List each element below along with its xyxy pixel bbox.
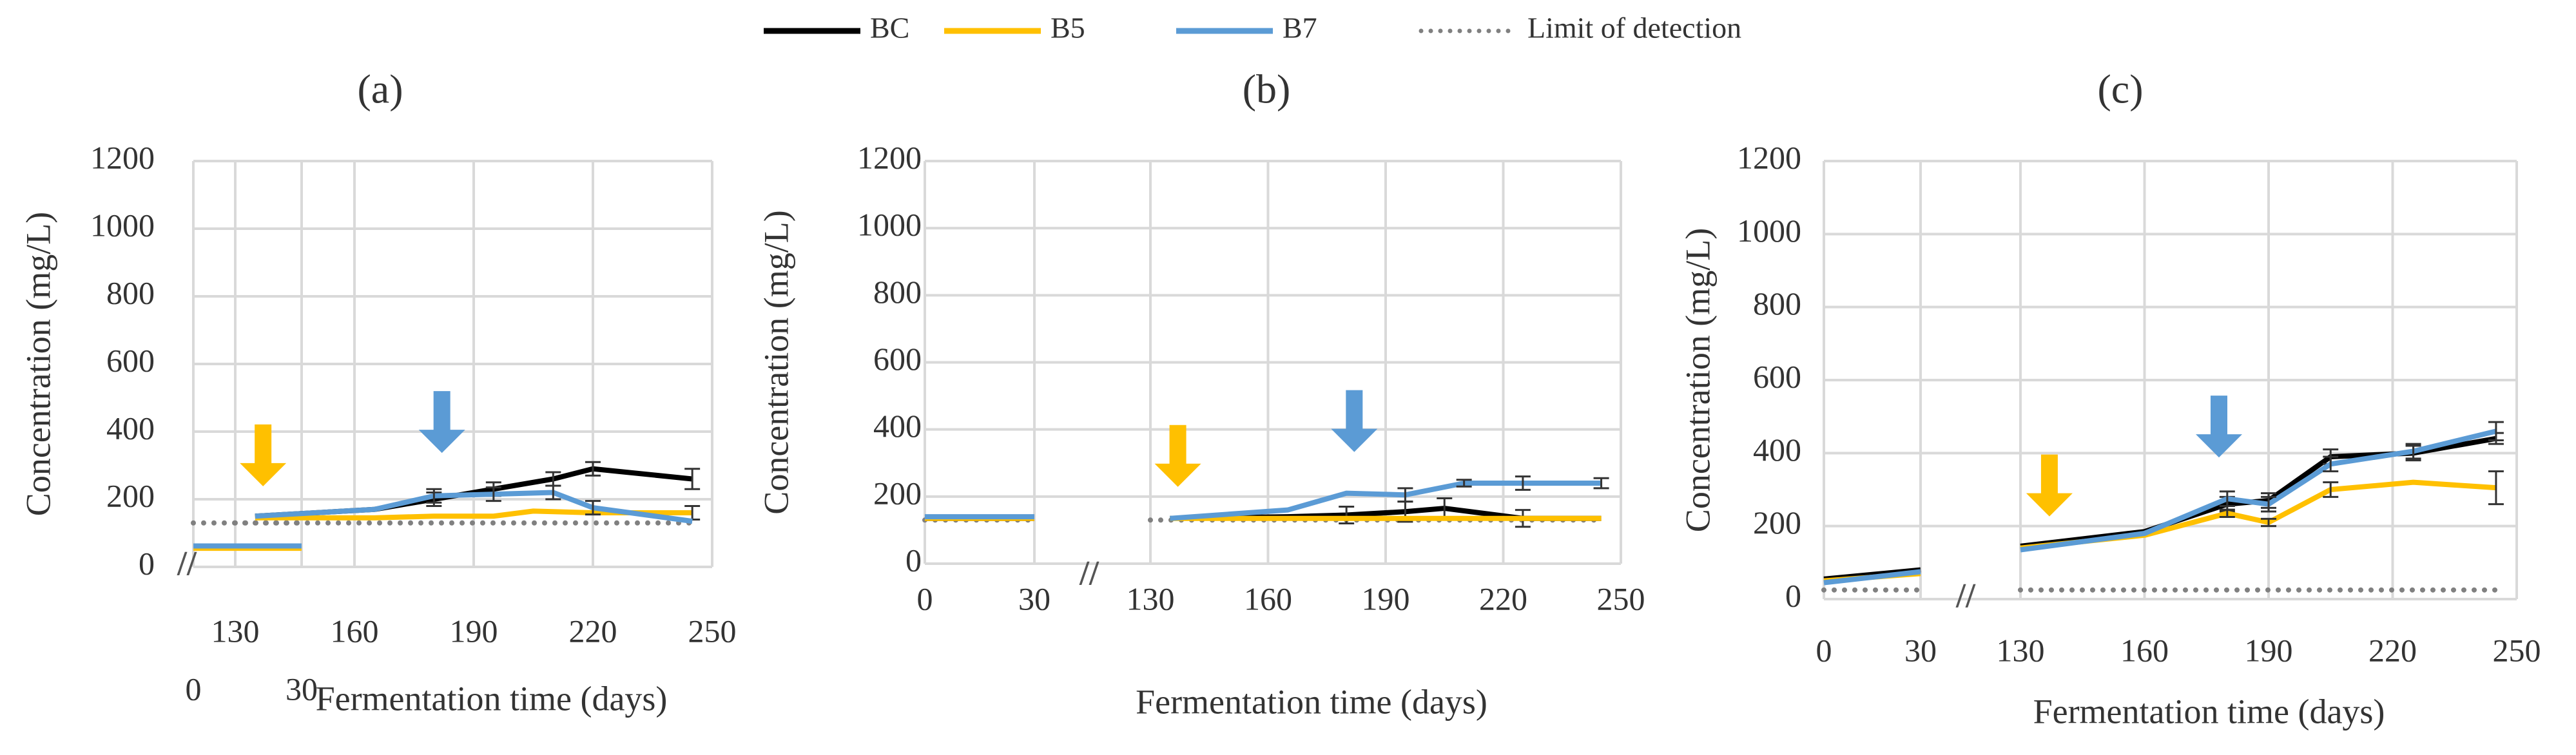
legend-label: BC [870, 12, 909, 44]
arrow-b7-icon [1331, 390, 1378, 452]
y-tick-label: 0 [905, 542, 922, 578]
x-tick-label: 160 [2120, 632, 2169, 668]
x-tick-label: 30 [1904, 632, 1937, 668]
y-tick-label: 1200 [1737, 139, 1801, 175]
y-tick-label: 400 [1753, 432, 1801, 468]
x-tick-label: 130 [1127, 580, 1175, 616]
y-tick-label: 200 [1753, 504, 1801, 540]
x-tick-label: 160 [1244, 580, 1292, 616]
y-tick-label: 200 [873, 475, 922, 511]
panel-title: (b) [1243, 66, 1291, 112]
x-tick-label: 220 [569, 613, 617, 649]
x-axis-label: Fermentation time (days) [2033, 692, 2385, 731]
panel-a: (a) 0 200 400 600 800 1000 1200 0 30 130 160 190 220 2… [19, 66, 736, 718]
axis-break-symbol: // [1955, 576, 1976, 615]
y-tick-label: 600 [1753, 358, 1801, 394]
series-line-b7 [2020, 428, 2497, 553]
legend-label: Limit of detection [1527, 12, 1741, 44]
x-tick-label: 130 [1997, 632, 2045, 668]
y-tick-label: 200 [106, 477, 155, 513]
arrow-b5-icon [2026, 454, 2073, 517]
x-tick-label: 30 [1018, 580, 1051, 616]
arrow-b7-icon [418, 391, 465, 454]
y-tick-label: 800 [106, 274, 155, 311]
y-tick-label: 1000 [90, 207, 155, 243]
y-tick-label: 400 [873, 408, 922, 444]
panel-b: (b) 0 200 400 600 800 1000 1200 0 30 130 160 190 220 2… [757, 66, 1645, 722]
axis-break-symbol: // [1079, 553, 1099, 592]
x-tick-label: 190 [2245, 632, 2293, 668]
y-tick-label: 400 [106, 410, 155, 446]
x-tick-label: 30 [286, 671, 318, 707]
y-tick-label: 600 [106, 342, 155, 378]
x-tick-label: 0 [917, 580, 933, 616]
x-axis-label: Fermentation time (days) [1136, 682, 1487, 721]
series-line-b7-early [1823, 569, 1921, 586]
x-axis-label: Fermentation time (days) [316, 679, 668, 718]
x-tick-label: 160 [331, 613, 379, 649]
x-tick-label: 220 [1479, 580, 1527, 616]
x-tick-label: 130 [211, 613, 260, 649]
y-axis-label: Concentration (mg/L) [19, 212, 57, 516]
arrow-b5-icon [240, 424, 287, 486]
arrow-b7-icon [2196, 396, 2242, 458]
x-tick-label: 250 [2493, 632, 2541, 668]
y-tick-label: 0 [1785, 577, 1801, 613]
x-tick-label: 0 [186, 671, 202, 707]
y-tick-label: 1200 [90, 139, 155, 175]
y-tick-label: 800 [873, 274, 922, 310]
y-axis-label: Concentration (mg/L) [757, 210, 795, 514]
arrow-b5-icon [1154, 425, 1201, 487]
x-tick-label: 250 [1597, 580, 1645, 616]
legend-label: B7 [1283, 12, 1317, 44]
legend-label: B5 [1051, 12, 1085, 44]
panel-c: (c) 0 200 400 600 800 1000 1200 0 30 130 160 190 220 2… [1678, 66, 2541, 731]
x-tick-label: 250 [688, 613, 737, 649]
y-tick-label: 600 [873, 341, 922, 377]
y-tick-label: 1000 [1737, 213, 1801, 249]
y-tick-label: 0 [139, 545, 155, 581]
y-axis-label: Concentration (mg/L) [1678, 228, 1717, 532]
panel-title: (a) [357, 66, 403, 112]
x-tick-label: 220 [2368, 632, 2417, 668]
x-tick-label: 190 [450, 613, 498, 649]
x-tick-label: 0 [1816, 632, 1832, 668]
y-tick-label: 800 [1753, 285, 1801, 321]
x-tick-label: 190 [1362, 580, 1410, 616]
panel-title: (c) [2097, 66, 2143, 112]
series-line-bc [2020, 435, 2497, 549]
legend: BC B5 B7 Limit of detection [764, 12, 1741, 44]
y-tick-label: 1000 [857, 207, 922, 243]
y-tick-label: 1200 [857, 139, 922, 175]
